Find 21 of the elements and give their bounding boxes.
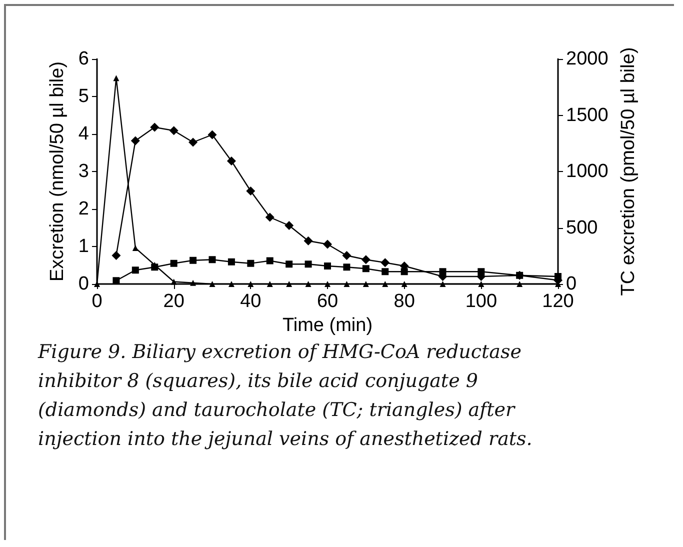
y-tick-label: 6 <box>78 48 89 70</box>
y2-tick-label: 1500 <box>566 104 608 126</box>
x-tick-label: 40 <box>240 291 262 312</box>
y-tick-label: 4 <box>78 124 90 144</box>
x-tick-label: 60 <box>316 291 338 312</box>
caption: Figure 9. Biliary excretion of HMG-CoA reductase inhibitor 8 (squares), its bile acid conjugate 9 (diamonds) and taurocholate (TC; triangles) after injection into the jejunal veins of anesthetized rats. <box>38 340 534 452</box>
y-tick-label: 2 <box>78 198 89 220</box>
y2-tick-label: 1000 <box>566 161 608 182</box>
x-tick-label: 0 <box>92 291 102 312</box>
x-axis-title: Time (min) <box>282 315 373 336</box>
y-tick-label: 5 <box>78 86 89 107</box>
y-tick-label: 3 <box>78 161 89 182</box>
y-tick-label: 1 <box>78 236 89 257</box>
y2-tick-label: 2000 <box>566 48 608 70</box>
y2-axis-title: TC excretion (pmol/50 µl bile) <box>618 47 640 296</box>
y-axis-title: Excretion (nmol/50 µl bile) <box>47 61 68 282</box>
x-tick-label: 20 <box>163 291 184 312</box>
y-tick-label: 0 <box>78 274 89 294</box>
x-tick-label: 80 <box>394 291 415 312</box>
y2-tick-label: 500 <box>566 217 598 238</box>
x-tick-label: 100 <box>465 291 498 312</box>
